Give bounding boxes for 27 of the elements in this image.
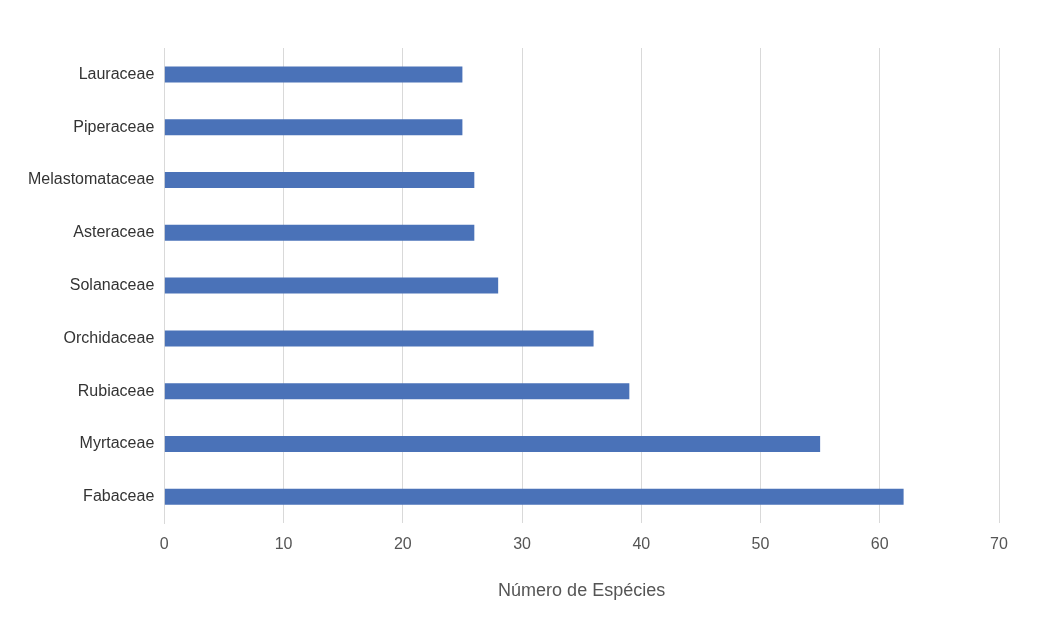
x-tick-label: 60 <box>870 535 889 553</box>
bar <box>164 172 475 188</box>
x-tick-label: 0 <box>159 535 169 553</box>
bar <box>164 119 463 136</box>
y-tick-label: Orchidaceae <box>63 328 155 346</box>
bar <box>164 383 630 400</box>
y-tick-label: Melastomataceae <box>27 170 155 188</box>
x-tick-label: 10 <box>274 535 293 553</box>
x-axis-title: Número de Espécies <box>498 580 666 601</box>
y-tick-label: Myrtaceae <box>79 434 155 452</box>
x-tick-label: 20 <box>393 535 412 553</box>
bar <box>164 436 821 452</box>
x-tick-label: 40 <box>632 535 651 553</box>
bar <box>164 224 475 241</box>
y-tick-label: Fabaceae <box>83 487 155 505</box>
bar <box>164 277 499 294</box>
y-tick-label: Solanaceae <box>69 276 155 294</box>
y-tick-label: Lauraceae <box>78 64 155 82</box>
x-tick-label: 70 <box>990 535 1008 553</box>
x-tick-label: 30 <box>513 535 532 553</box>
y-tick-label: Piperaceae <box>73 117 155 135</box>
bar <box>164 488 904 505</box>
y-tick-label: Asteraceae <box>73 223 155 241</box>
bar <box>164 330 594 347</box>
x-tick-label: 50 <box>751 535 770 553</box>
y-tick-label: Rubiaceae <box>77 381 155 399</box>
bar <box>164 66 463 83</box>
